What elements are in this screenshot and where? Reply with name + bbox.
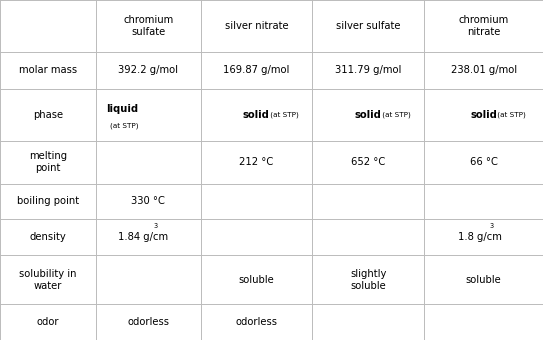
Text: 1.8 g/cm: 1.8 g/cm [458,232,502,242]
Text: slightly
soluble: slightly soluble [350,269,387,291]
Text: 1.84 g/cm: 1.84 g/cm [118,232,168,242]
Text: odor: odor [37,317,59,327]
Text: odorless: odorless [127,317,169,327]
Text: solid: solid [470,109,497,120]
Text: 238.01 g/mol: 238.01 g/mol [451,65,517,75]
Text: silver nitrate: silver nitrate [225,21,288,31]
Text: melting
point: melting point [29,151,67,173]
Text: 3: 3 [154,223,158,229]
Text: (at STP): (at STP) [268,111,299,118]
Text: 652 °C: 652 °C [351,157,386,167]
Text: soluble: soluble [466,275,502,285]
Text: odorless: odorless [236,317,277,327]
Text: boiling point: boiling point [17,196,79,206]
Text: liquid: liquid [106,104,138,114]
Text: chromium
nitrate: chromium nitrate [458,15,509,37]
Text: solid: solid [243,109,270,120]
Text: 392.2 g/mol: 392.2 g/mol [118,65,178,75]
Text: chromium
sulfate: chromium sulfate [123,15,173,37]
Text: molar mass: molar mass [19,65,77,75]
Text: phase: phase [33,109,63,120]
Text: (at STP): (at STP) [380,111,411,118]
Text: soluble: soluble [239,275,274,285]
Text: 3: 3 [489,223,494,229]
Text: 66 °C: 66 °C [470,157,497,167]
Text: solubility in
water: solubility in water [20,269,77,291]
Text: (at STP): (at STP) [110,123,138,129]
Text: solid: solid [355,109,382,120]
Text: (at STP): (at STP) [495,111,526,118]
Text: 169.87 g/mol: 169.87 g/mol [223,65,290,75]
Text: 330 °C: 330 °C [131,196,165,206]
Text: silver sulfate: silver sulfate [336,21,401,31]
Text: density: density [30,232,66,242]
Text: 311.79 g/mol: 311.79 g/mol [335,65,402,75]
Text: 212 °C: 212 °C [239,157,274,167]
